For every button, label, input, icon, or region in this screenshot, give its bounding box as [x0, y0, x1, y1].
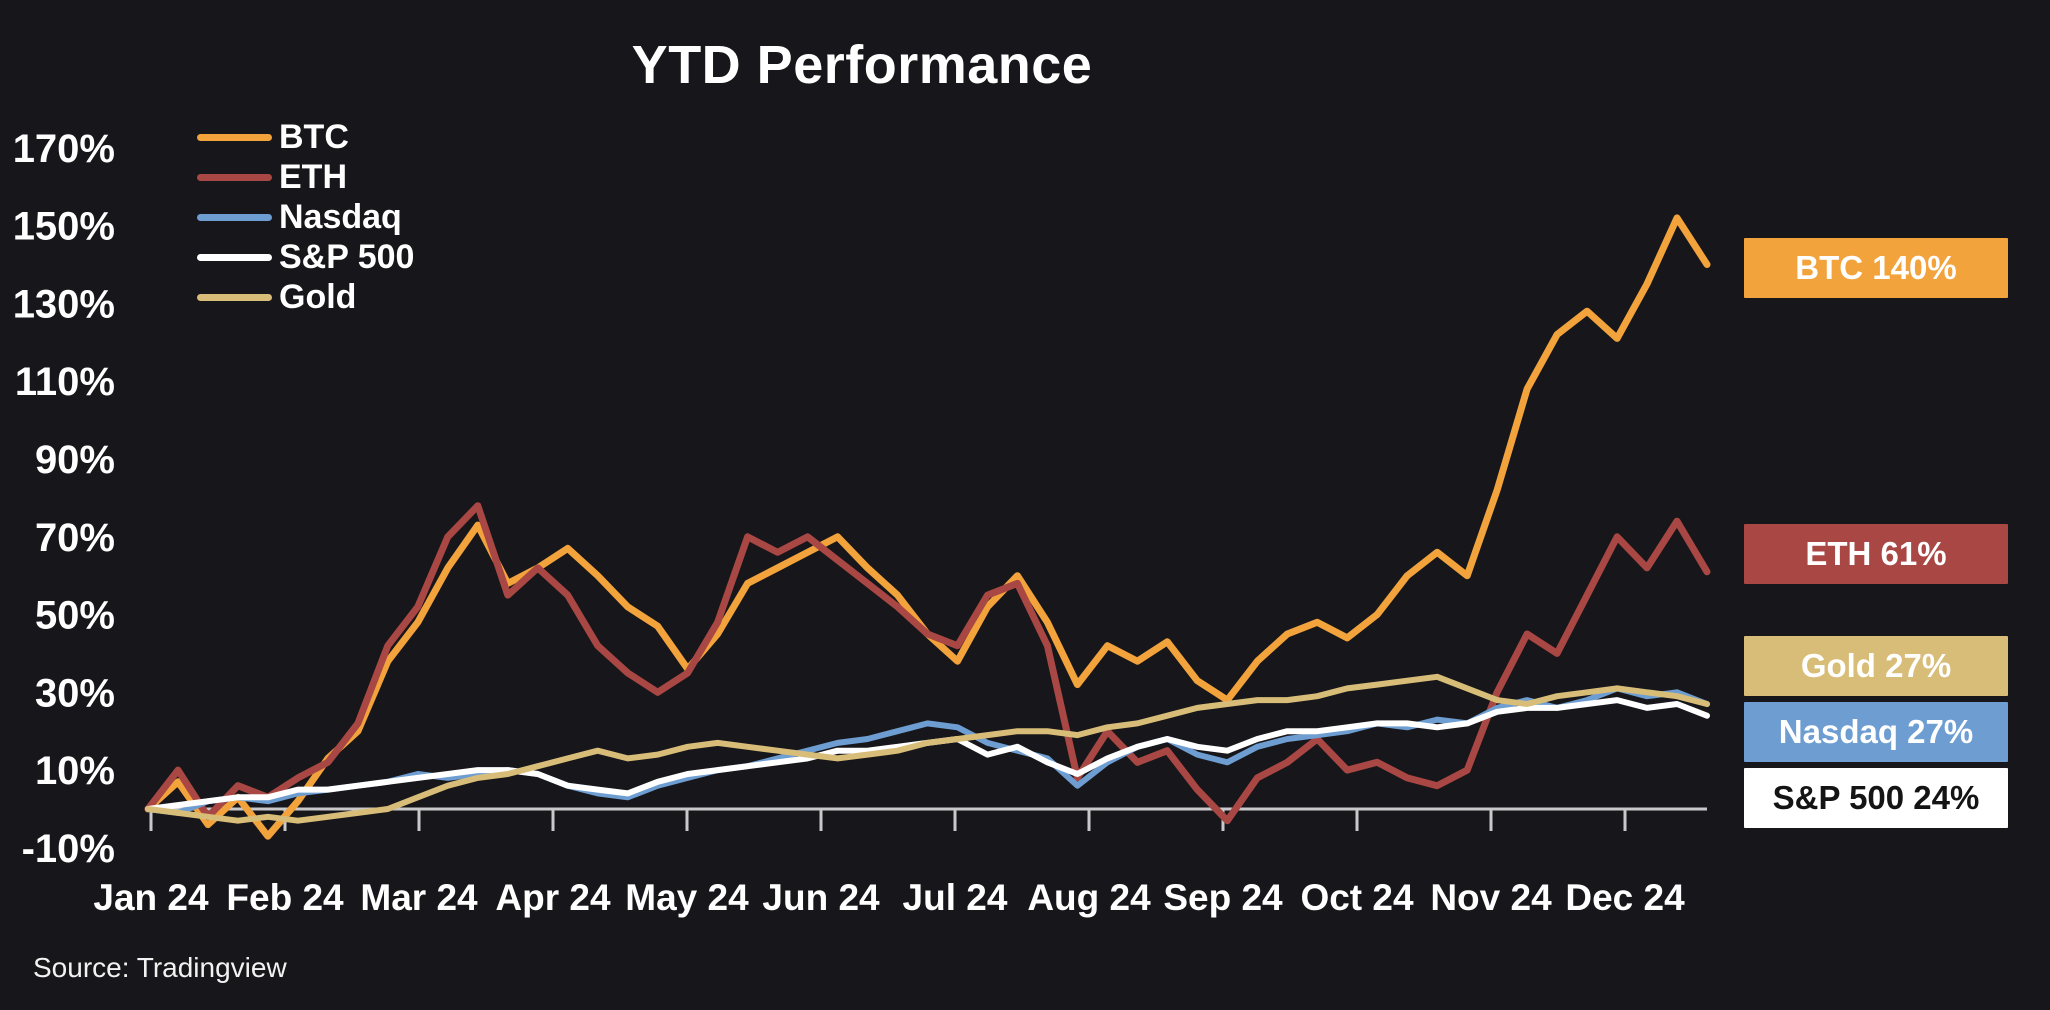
legend-item-sp500: S&P 500 — [197, 237, 414, 277]
x-axis-tick-label: Jan 24 — [93, 877, 209, 918]
legend-item-eth: ETH — [197, 157, 414, 197]
legend-item-nasdaq: Nasdaq — [197, 197, 414, 237]
legend-label-nasdaq: Nasdaq — [279, 198, 402, 236]
legend-item-btc: BTC — [197, 117, 414, 157]
y-axis-tick-label: -10% — [22, 827, 115, 871]
x-axis-tick-label: Aug 24 — [1027, 877, 1151, 918]
legend-label-sp500: S&P 500 — [279, 238, 415, 276]
y-axis-tick-label: 70% — [35, 516, 115, 560]
y-axis-tick-label: 150% — [13, 205, 115, 249]
btc-swatch — [197, 133, 272, 141]
y-axis-tick-label: 130% — [13, 282, 115, 326]
y-axis-tick-label: 50% — [35, 594, 115, 638]
end-label-gold: Gold 27% — [1744, 636, 2008, 696]
x-axis-tick-label: Dec 24 — [1565, 877, 1685, 918]
legend-item-gold: Gold — [197, 277, 414, 317]
x-axis-tick-label: Jul 24 — [903, 877, 1008, 918]
nasdaq-swatch — [197, 213, 272, 221]
sp500-swatch — [197, 253, 272, 261]
y-axis-tick-label: 110% — [15, 360, 115, 404]
y-axis-tick-label: 90% — [35, 438, 115, 482]
x-axis-tick-label: Sep 24 — [1163, 877, 1283, 918]
gold-swatch — [197, 293, 272, 301]
x-axis-tick-label: Jun 24 — [762, 877, 880, 918]
eth-swatch — [197, 173, 272, 181]
legend-label-eth: ETH — [279, 158, 347, 196]
x-axis-tick-label: Feb 24 — [226, 877, 344, 918]
x-axis-tick-label: May 24 — [625, 877, 749, 918]
chart-title: YTD Performance — [631, 35, 1093, 95]
end-label-eth: ETH 61% — [1744, 524, 2008, 584]
legend-label-gold: Gold — [279, 278, 357, 316]
x-axis-tick-label: Mar 24 — [360, 877, 478, 918]
eth-series-line — [144, 502, 1711, 825]
y-axis-tick-label: 10% — [35, 749, 115, 793]
end-label-nasdaq: Nasdaq 27% — [1744, 702, 2008, 762]
x-axis-tick-label: Apr 24 — [495, 877, 611, 918]
x-axis-tick-label: Oct 24 — [1300, 877, 1414, 918]
y-axis-tick-label: 30% — [35, 671, 115, 715]
source-note: Source: Tradingview — [33, 952, 287, 983]
y-axis-tick-label: 170% — [13, 127, 115, 171]
end-label-sp: S&P 500 24% — [1744, 768, 2008, 828]
x-axis-tick-label: Nov 24 — [1430, 877, 1552, 918]
chart-legend: BTC ETH Nasdaq S&P 500 Gold — [197, 117, 414, 317]
end-label-btc: BTC 140% — [1744, 238, 2008, 298]
legend-label-btc: BTC — [279, 118, 349, 156]
gold-series-line — [145, 673, 1710, 824]
